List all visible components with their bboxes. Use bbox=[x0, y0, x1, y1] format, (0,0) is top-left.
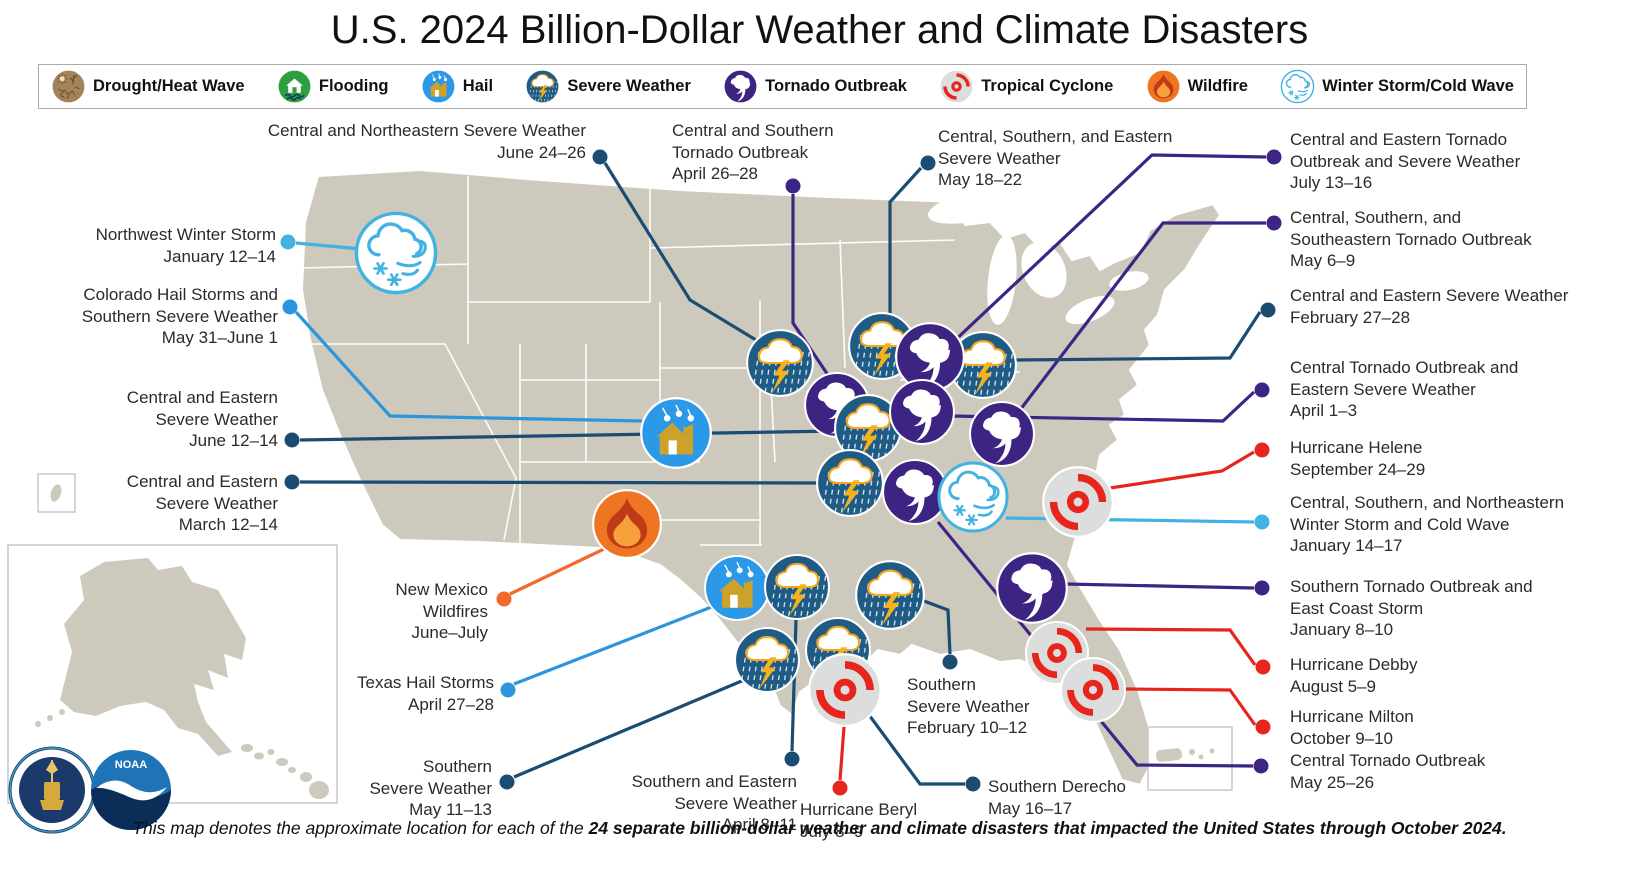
legend-label: Hail bbox=[462, 77, 494, 95]
event-label-april-tornado: Central Tornado Outbreak and Eastern Sev… bbox=[1290, 358, 1519, 420]
map-icon-tornado bbox=[969, 401, 1035, 467]
map-icon-tropical-cyclone bbox=[809, 654, 880, 725]
inset-alaska-hawaii bbox=[7, 544, 338, 804]
event-label-southern-derecho: Southern Derecho May 16–17 bbox=[988, 777, 1126, 818]
legend-label: Winter Storm/Cold Wave bbox=[1322, 77, 1514, 95]
event-label-hurricane-beryl: Hurricane Beryl July 8–9 bbox=[800, 800, 918, 841]
legend-item-drought: Drought/Heat Wave bbox=[51, 69, 245, 104]
event-label-hurricane-milton: Hurricane Milton October 9–10 bbox=[1290, 707, 1414, 748]
event-label-february-severe: Central and Eastern Severe Weather Febru… bbox=[1290, 286, 1569, 327]
event-label-colorado-hail: Colorado Hail Storms and Southern Severe… bbox=[81, 285, 278, 347]
event-label-central-southern-tornado: Central and Southern Tornado Outbreak Ap… bbox=[672, 121, 834, 183]
logos: NOAA bbox=[8, 746, 171, 834]
footer-text: This map denotes the approximate locatio… bbox=[132, 818, 589, 838]
page-title: U.S. 2024 Billion-Dollar Weather and Cli… bbox=[330, 8, 1309, 52]
map-icon-severe-weather bbox=[817, 450, 883, 516]
footer-note: This map denotes the approximate locatio… bbox=[0, 818, 1639, 839]
label-dots bbox=[280, 149, 1282, 796]
legend-bar: Drought/Heat Wave Flooding Hail Severe W… bbox=[38, 64, 1527, 109]
event-label-southern-tornado-east-coast: Southern Tornado Outbreak and East Coast… bbox=[1290, 577, 1533, 639]
legend-item-wildfire: Wildfire bbox=[1146, 69, 1248, 104]
event-label-northwest-winter-storm: Northwest Winter Storm January 12–14 bbox=[95, 225, 276, 266]
event-label-southern-severe-feb: Southern Severe Weather February 10–12 bbox=[907, 675, 1030, 737]
event-label-southern-severe-may: Southern Severe Weather May 11–13 bbox=[369, 757, 492, 819]
event-label-central-tornado-may: Central Tornado Outbreak May 25–26 bbox=[1290, 751, 1486, 792]
map-icon-severe-weather bbox=[856, 561, 924, 629]
event-label-hurricane-helene: Hurricane Helene September 24–29 bbox=[1290, 438, 1426, 479]
map-icon-severe-weather bbox=[735, 628, 799, 693]
legend-item-tornado: Tornado Outbreak bbox=[723, 69, 907, 104]
hawaii-islands bbox=[241, 744, 329, 799]
legend-label: Tornado Outbreak bbox=[765, 77, 907, 95]
event-label-may-severe: Central, Southern, and Eastern Severe We… bbox=[938, 127, 1173, 189]
event-label-southern-eastern-severe: Southern and Eastern Severe Weather Apri… bbox=[631, 772, 797, 834]
map-icon-winter-storm bbox=[937, 461, 1009, 533]
map-icon-tropical-cyclone bbox=[1061, 658, 1125, 722]
legend-label: Wildfire bbox=[1187, 77, 1248, 95]
event-label-june-severe: Central and Eastern Severe Weather June … bbox=[126, 388, 278, 450]
legend-label: Tropical Cyclone bbox=[981, 77, 1114, 95]
legend-item-severe-weather: Severe Weather bbox=[525, 69, 691, 104]
map-icon-tornado bbox=[889, 379, 955, 445]
footer-text-bold: 24 separate billion-dollar weather and c… bbox=[588, 818, 1507, 838]
event-label-march-severe: Central and Eastern Severe Weather March… bbox=[126, 472, 278, 534]
event-label-may-tornado: Central, Southern, and Southeastern Torn… bbox=[1290, 208, 1532, 270]
map-icon-winter-storm bbox=[354, 211, 438, 295]
inset-guam bbox=[37, 473, 76, 513]
event-label-texas-hail: Texas Hail Storms April 27–28 bbox=[357, 673, 494, 714]
event-label-central-northeastern-severe: Central and Northeastern Severe Weather … bbox=[267, 121, 586, 162]
map-icon-severe-weather bbox=[747, 330, 813, 397]
map-icon-tropical-cyclone bbox=[1043, 467, 1113, 537]
alaska-shape bbox=[60, 558, 246, 756]
map-icon-tornado bbox=[882, 459, 948, 525]
legend-label: Severe Weather bbox=[567, 77, 691, 95]
map-icon-severe-weather bbox=[765, 555, 829, 620]
event-label-new-mexico-wildfires: New Mexico Wildfires June–July bbox=[395, 580, 488, 642]
legend-item-winter-storm: Winter Storm/Cold Wave bbox=[1280, 69, 1514, 104]
event-label-winter-storm-cold-wave: Central, Southern, and Northeastern Wint… bbox=[1290, 493, 1565, 555]
map-icon-hail bbox=[640, 397, 712, 469]
great-lakes bbox=[927, 188, 1149, 325]
event-label-hurricane-debby: Hurricane Debby August 5–9 bbox=[1290, 655, 1418, 696]
aleutian-islands bbox=[35, 709, 65, 727]
map-icon-wildfire bbox=[592, 489, 662, 559]
event-label-july-tornado: Central and Eastern Tornado Outbreak and… bbox=[1290, 130, 1521, 192]
noaa-logo: NOAA bbox=[91, 750, 171, 830]
legend-label: Flooding bbox=[318, 77, 389, 95]
legend-label: Drought/Heat Wave bbox=[93, 77, 245, 95]
map-icon-hail bbox=[704, 555, 770, 621]
inset-puerto-rico bbox=[1147, 726, 1233, 791]
noaa-text: NOAA bbox=[115, 759, 147, 771]
map-icon-tornado bbox=[996, 552, 1068, 624]
legend-item-tropical-cyclone: Tropical Cyclone bbox=[939, 69, 1113, 104]
legend-item-flooding: Flooding bbox=[277, 69, 389, 104]
dept-of-commerce-seal bbox=[8, 746, 96, 834]
legend-item-hail: Hail bbox=[421, 69, 493, 104]
